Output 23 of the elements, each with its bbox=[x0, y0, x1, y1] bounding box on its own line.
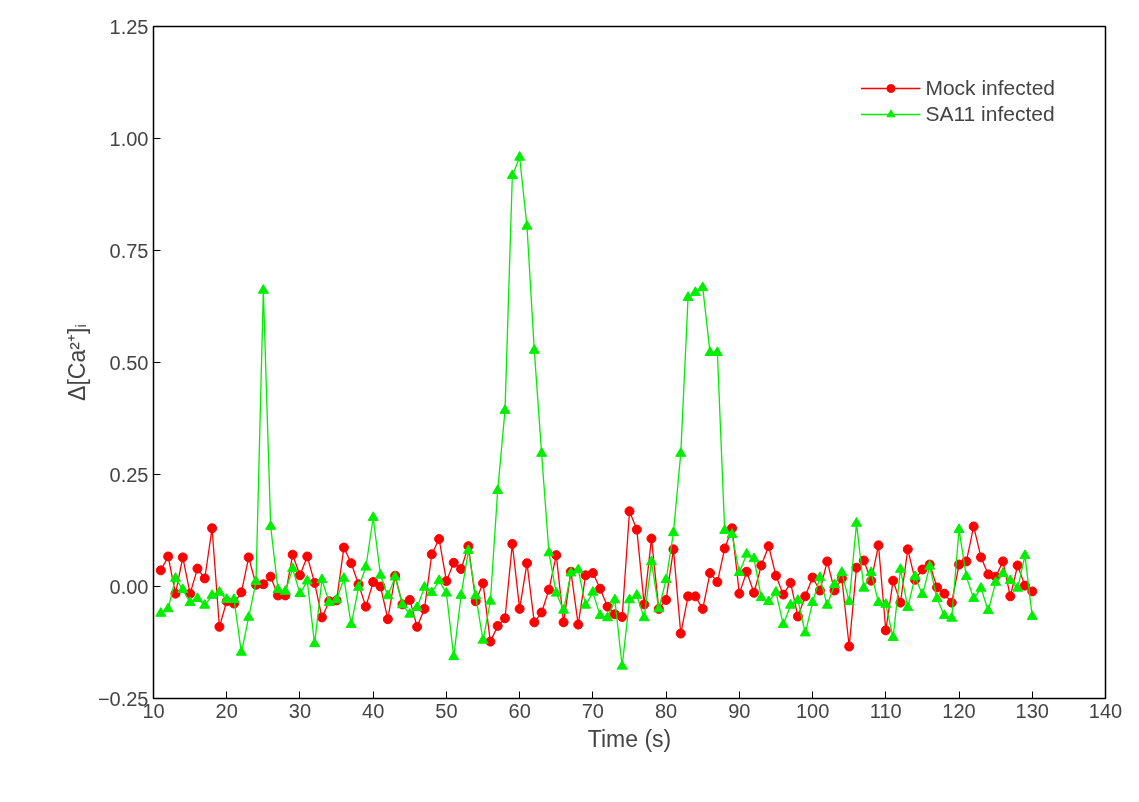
x-tick-label: 20 bbox=[215, 699, 238, 722]
y-axis-title: Δ[Ca²⁺]ᵢ bbox=[63, 324, 90, 401]
legend-label: SA11 infected bbox=[925, 102, 1055, 126]
y-tick-label: 1.25 bbox=[109, 15, 149, 38]
x-axis-title: Time (s) bbox=[587, 725, 672, 752]
y-tick-label: 1.00 bbox=[109, 127, 149, 150]
y-tick-label: 0.00 bbox=[109, 575, 149, 598]
y-tick-label: 0.25 bbox=[109, 463, 149, 486]
x-tick-label: 80 bbox=[654, 699, 678, 722]
y-tick-label: 0.75 bbox=[109, 239, 149, 262]
x-tick-label: 140 bbox=[1088, 699, 1123, 722]
x-tick-label: 40 bbox=[362, 699, 385, 722]
x-tick-label: 60 bbox=[508, 699, 531, 722]
legend-label: Mock infected bbox=[925, 76, 1055, 100]
x-tick-label: 130 bbox=[1015, 699, 1049, 722]
y-tick-label: 0.50 bbox=[109, 351, 149, 374]
x-tick-label: 120 bbox=[942, 699, 976, 722]
x-tick-label: 100 bbox=[795, 699, 830, 722]
x-tick-label: 90 bbox=[728, 699, 751, 722]
x-tick-label: 50 bbox=[435, 699, 458, 722]
x-tick-label: 70 bbox=[581, 699, 605, 722]
x-tick-label: 30 bbox=[288, 699, 312, 722]
x-tick-label: 110 bbox=[869, 699, 902, 722]
